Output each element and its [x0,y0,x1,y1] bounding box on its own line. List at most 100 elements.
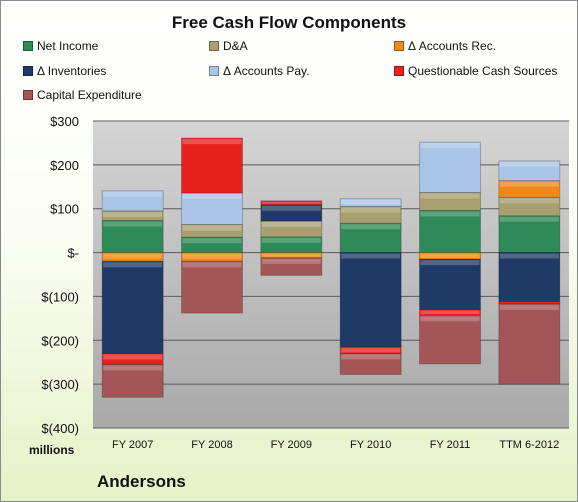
bar-segment [419,209,481,254]
bar-segment [498,303,561,385]
bar-segment [498,160,561,182]
bar-segment [419,314,481,365]
bar-highlight [341,199,401,205]
legend-item-accounts-pay: Δ Accounts Pay. [209,64,310,78]
bar-segment [419,141,481,193]
bar-highlight [420,260,480,266]
bar-highlight [499,198,559,204]
legend-item-da: D&A [209,39,248,53]
legend-item-questionable-cash: Questionable Cash Sources [394,64,557,78]
y-tick-label: $300 [50,114,79,129]
legend-swatch-questionable-cash [394,66,404,76]
bar-segment [101,363,164,398]
legend-label: Δ Inventories [37,64,107,78]
bar-highlight [499,216,559,222]
y-tick-label: $100 [50,202,79,217]
bar-highlight [182,139,242,145]
bar-highlight [499,181,559,187]
legend-swatch-inventories [23,66,33,76]
legend-label: Capital Expenditure [37,88,142,102]
bar-segment [339,198,402,208]
bar-segment [181,260,243,314]
y-tick-label: $- [67,246,79,261]
bar-segment [101,220,164,254]
bar-highlight [103,365,163,371]
bar-highlight [182,262,242,268]
bar-highlight [261,237,321,243]
bar-segment [419,258,481,311]
legend-item-net-income: Net Income [23,39,98,53]
x-tick-label: FY 2009 [271,439,312,451]
bar-highlight [261,253,321,257]
legend-swatch-capex [23,90,33,100]
bar-highlight [103,191,163,197]
legend-item-inventories: Δ Inventories [23,64,106,78]
bar-highlight [182,193,242,199]
plot-area [93,121,569,428]
bar-highlight [420,316,480,322]
y-tick-label: $200 [50,158,79,173]
bar-highlight [103,253,163,259]
bar-segment [339,222,402,254]
bar-highlight [261,258,321,264]
bar-highlight [261,221,321,227]
bar-highlight [499,161,559,167]
bar-segment [339,352,402,375]
bar-segment [260,220,323,238]
bar-highlight [182,253,242,259]
bar-highlight [420,143,480,149]
bar-highlight [341,224,401,230]
units-label: millions [29,443,75,457]
y-tick-label: $(200) [41,333,79,348]
bar-segment [181,192,243,226]
bar-highlight [103,354,163,360]
bar-highlight [341,354,401,360]
bar-highlight [420,253,480,259]
bar-highlight [182,238,242,244]
legend-label: Δ Accounts Pay. [223,64,310,78]
legend-label: D&A [223,39,248,53]
legend-item-accounts-rec: Δ Accounts Rec. [394,39,496,53]
legend-swatch-net-income [23,41,33,51]
bar-highlight [499,304,559,310]
y-tick-label: $(300) [41,377,79,392]
chart-title: Free Cash Flow Components [171,13,407,32]
bar-highlight [341,253,401,259]
bar-segment [498,252,561,303]
y-tick-label: $(100) [41,289,79,304]
bar-highlight [341,207,401,213]
bar-segment [339,252,402,348]
legend-label: Δ Accounts Rec. [408,39,497,53]
x-tick-label: FY 2010 [350,439,391,451]
x-tick-label: TTM 6-2012 [499,439,559,451]
bar-highlight [420,310,480,315]
bar-highlight [420,211,480,217]
legend-item-capex: Capital Expenditure [23,88,142,102]
bar-segment [260,200,323,206]
x-tick-label: FY 2011 [430,439,471,451]
bar-segment [260,257,323,276]
y-tick-label: $(400) [41,421,79,436]
legend-swatch-accounts-pay [209,66,219,76]
x-tick-label: FY 2008 [191,439,232,451]
bar-highlight [499,253,559,259]
legend-label: Questionable Cash Sources [408,64,558,78]
bar-highlight [103,221,163,227]
bar-highlight [341,347,401,353]
legend-label: Net Income [37,39,99,53]
bar-segment [181,137,243,194]
bar-segment [101,190,164,212]
bar-segment [498,215,561,254]
bar-highlight [182,225,242,231]
bar-segment [101,260,164,354]
bar-highlight [261,205,321,211]
x-tick-label: FY 2007 [112,439,153,451]
bar-highlight [103,211,163,217]
legend-swatch-da [209,41,219,51]
bar-highlight [103,262,163,268]
bar-highlight [420,193,480,199]
legend-swatch-accounts-rec [394,41,404,51]
bar-highlight [261,201,321,204]
